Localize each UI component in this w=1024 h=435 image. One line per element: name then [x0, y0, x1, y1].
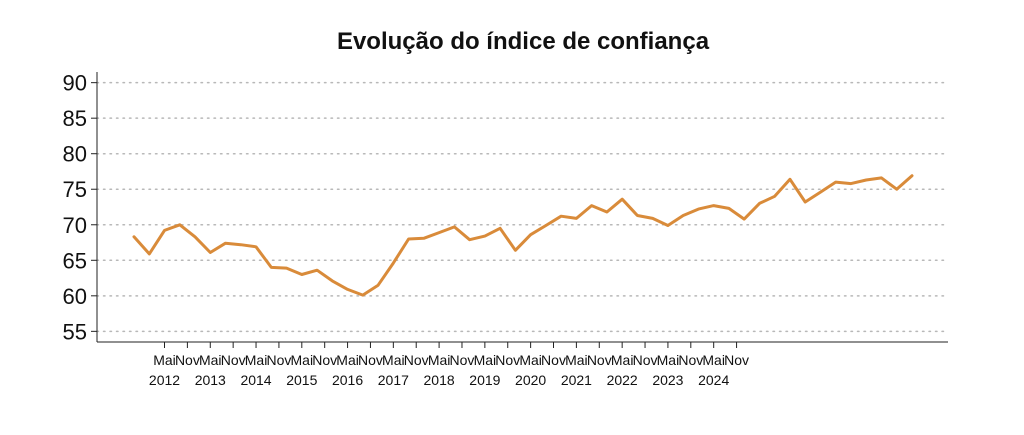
x-tick-year-2018: 2018: [424, 372, 455, 388]
y-tick-label-70: 70: [63, 213, 87, 238]
axes: [96, 72, 948, 343]
x-tick-year-2020: 2020: [515, 372, 546, 388]
x-tick-label-12: Mai: [428, 352, 451, 368]
x-tick-year-2013: 2013: [195, 372, 226, 388]
x-tick-year-2012: 2012: [149, 372, 180, 388]
x-tick-label-23: Nov: [678, 352, 703, 368]
x-tick-label-16: Mai: [519, 352, 542, 368]
x-tick-year-2024: 2024: [698, 372, 729, 388]
series-layer: [132, 174, 914, 297]
x-tick-label-14: Mai: [474, 352, 497, 368]
x-tick-label-9: Nov: [358, 352, 383, 368]
x-tick-label-5: Nov: [266, 352, 291, 368]
y-axis-ticks: 55 60 65 70 75 80 85 90: [63, 71, 97, 344]
x-tick-label-21: Nov: [633, 352, 658, 368]
x-tick-label-10: Mai: [382, 352, 405, 368]
y-tick-label-75: 75: [63, 177, 87, 202]
x-tick-label-18: Mai: [565, 352, 588, 368]
x-tick-label-15: Nov: [495, 352, 520, 368]
x-tick-year-2022: 2022: [607, 372, 638, 388]
x-tick-label-11: Nov: [404, 352, 429, 368]
x-tick-label-1: Nov: [175, 352, 200, 368]
x-tick-year-2016: 2016: [332, 372, 363, 388]
x-tick-label-22: Mai: [657, 352, 680, 368]
x-tick-year-2019: 2019: [469, 372, 500, 388]
y-tick-label-55: 55: [63, 319, 87, 344]
x-tick-year-2021: 2021: [561, 372, 592, 388]
x-tick-label-19: Nov: [587, 352, 612, 368]
x-tick-label-8: Mai: [336, 352, 359, 368]
x-tick-label-4: Mai: [245, 352, 268, 368]
y-tick-label-60: 60: [63, 284, 87, 309]
x-tick-label-20: Mai: [611, 352, 634, 368]
x-tick-year-2014: 2014: [240, 372, 271, 388]
x-tick-year-2017: 2017: [378, 372, 409, 388]
x-tick-label-2: Mai: [199, 352, 222, 368]
x-tick-label-0: Mai: [153, 352, 176, 368]
x-tick-label-3: Nov: [221, 352, 246, 368]
y-tick-label-65: 65: [63, 248, 87, 273]
x-tick-label-25: Nov: [724, 352, 749, 368]
x-tick-year-2015: 2015: [286, 372, 317, 388]
y-tick-label-85: 85: [63, 106, 87, 131]
gridlines: [96, 81, 949, 333]
chart-title: Evolução do índice de confiança: [336, 28, 710, 55]
y-tick-label-80: 80: [63, 142, 87, 167]
y-tick-label-90: 90: [63, 71, 87, 96]
series-line-0: [132, 174, 914, 297]
x-tick-year-2023: 2023: [652, 372, 683, 388]
x-tick-label-17: Nov: [541, 352, 566, 368]
x-tick-label-7: Nov: [312, 352, 337, 368]
x-tick-label-6: Mai: [291, 352, 314, 368]
x-tick-label-13: Nov: [450, 352, 475, 368]
x-tick-label-24: Mai: [702, 352, 725, 368]
